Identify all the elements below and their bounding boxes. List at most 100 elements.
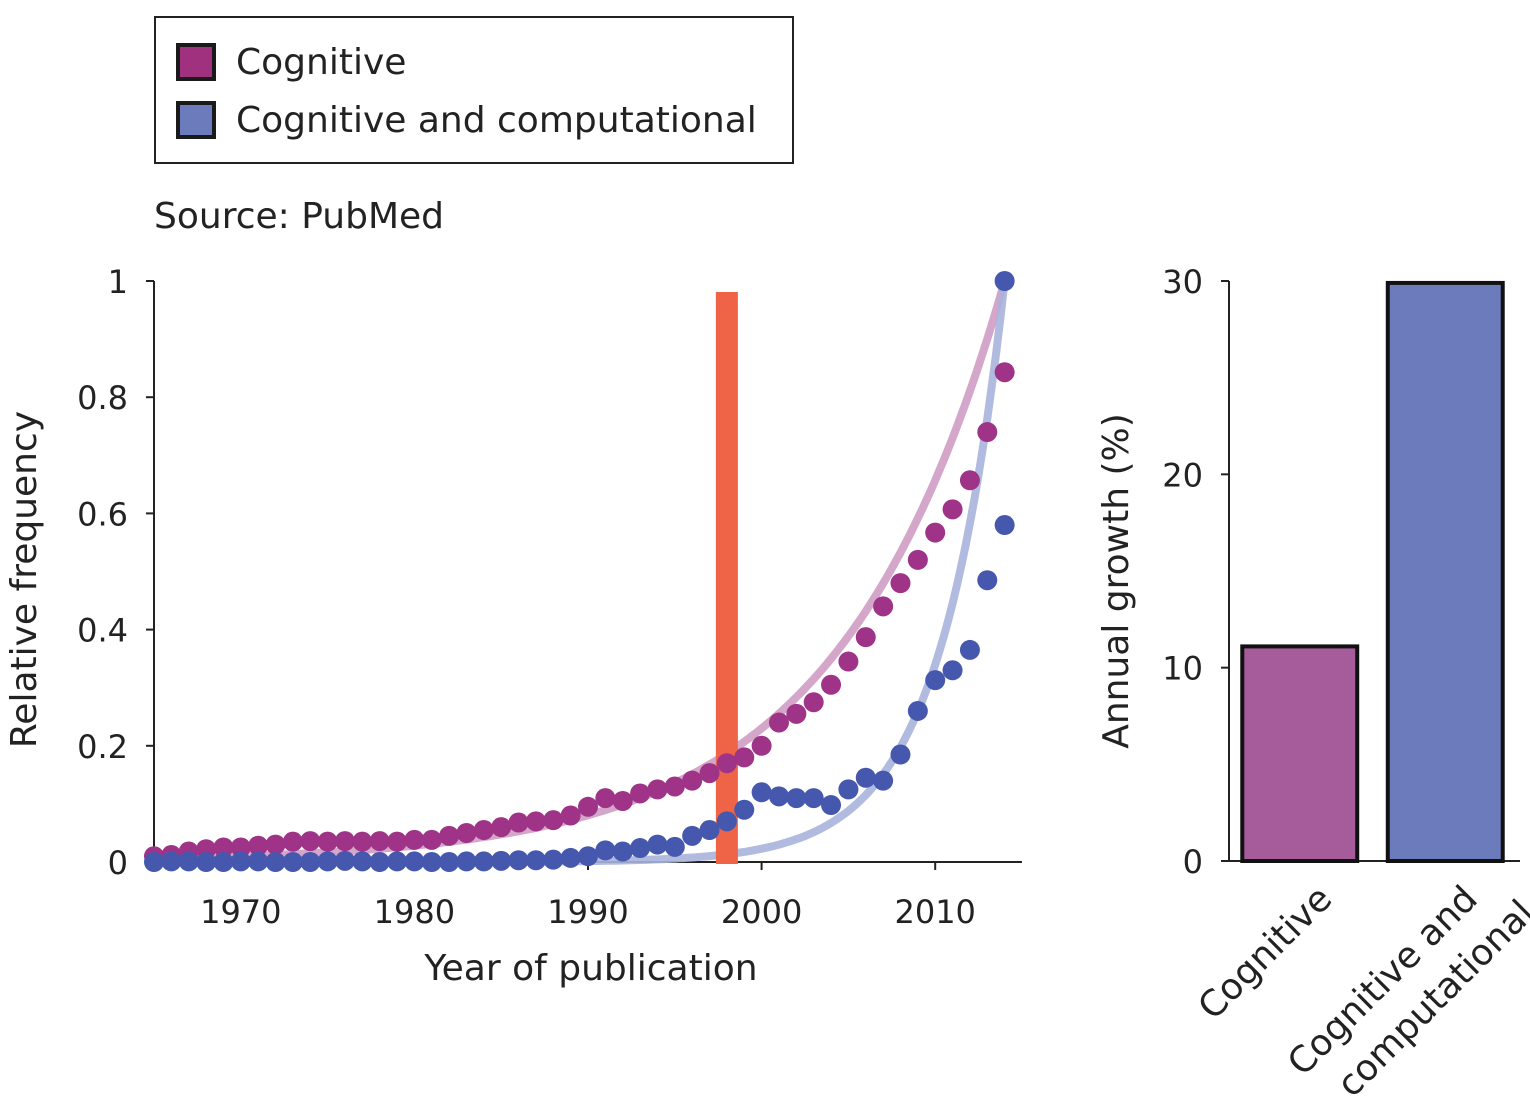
data-point-cognitive bbox=[786, 703, 807, 724]
data-point-cognitive-computational bbox=[473, 851, 494, 872]
data-point-cognitive bbox=[213, 837, 234, 858]
data-point-cognitive-computational bbox=[317, 851, 338, 872]
fit-curve-cognitive bbox=[150, 277, 1009, 863]
data-point-cognitive-computational bbox=[543, 849, 564, 870]
data-point-cognitive bbox=[716, 753, 737, 774]
y-tick-label: 0.8 bbox=[77, 379, 128, 417]
data-point-cognitive bbox=[456, 822, 477, 843]
data-point-cognitive bbox=[994, 362, 1015, 383]
legend-item-cognitive: Cognitive bbox=[176, 40, 406, 84]
data-point-cognitive bbox=[768, 712, 789, 733]
y-tick-label: 1 bbox=[108, 263, 128, 301]
data-point-cognitive-computational bbox=[977, 570, 998, 591]
data-point-cognitive bbox=[491, 817, 512, 838]
bar-y-tick-label: 30 bbox=[1162, 263, 1203, 301]
data-point-cognitive bbox=[873, 596, 894, 617]
data-point-cognitive-computational bbox=[873, 770, 894, 791]
data-point-cognitive-computational bbox=[508, 850, 529, 871]
y-tick-label: 0 bbox=[108, 844, 128, 882]
data-point-cognitive bbox=[838, 651, 859, 672]
data-point-cognitive bbox=[682, 770, 703, 791]
data-point-cognitive bbox=[630, 783, 651, 804]
data-point-cognitive-computational bbox=[248, 851, 269, 872]
bar-y-tick-label: 0 bbox=[1183, 843, 1203, 881]
data-point-cognitive-computational bbox=[525, 850, 546, 871]
bar-category-label-cognitive: Cognitive bbox=[1191, 878, 1340, 1027]
data-point-cognitive bbox=[803, 692, 824, 713]
x-axis-label: Year of publication bbox=[423, 948, 757, 989]
data-point-cognitive-computational bbox=[716, 811, 737, 832]
data-point-cognitive bbox=[352, 831, 373, 852]
data-point-cognitive-computational bbox=[942, 660, 963, 681]
data-point-cognitive-computational bbox=[560, 847, 581, 868]
data-point-cognitive-computational bbox=[925, 670, 946, 691]
data-point-cognitive bbox=[300, 831, 321, 852]
data-point-cognitive-computational bbox=[491, 850, 512, 871]
data-point-cognitive bbox=[248, 835, 269, 856]
data-point-cognitive-computational bbox=[612, 841, 633, 862]
data-point-cognitive-computational bbox=[144, 852, 164, 872]
data-point-cognitive-computational bbox=[230, 851, 251, 872]
data-point-cognitive bbox=[439, 825, 460, 846]
data-point-cognitive-computational bbox=[178, 851, 199, 872]
data-point-cognitive-computational bbox=[439, 852, 460, 872]
data-point-cognitive-computational bbox=[768, 786, 789, 807]
bar-category-label-line: Cognitive bbox=[1191, 878, 1340, 1027]
data-point-cognitive bbox=[578, 796, 598, 817]
data-point-cognitive bbox=[387, 831, 408, 852]
legend: Cognitive Cognitive and computational bbox=[154, 16, 794, 164]
data-point-cognitive-computational bbox=[404, 851, 425, 872]
data-point-cognitive-computational bbox=[595, 840, 616, 861]
data-point-cognitive bbox=[508, 812, 529, 833]
data-point-cognitive-computational bbox=[369, 852, 390, 872]
data-point-cognitive bbox=[890, 573, 911, 594]
data-point-cognitive-computational bbox=[456, 851, 477, 872]
data-point-cognitive bbox=[855, 627, 876, 648]
data-point-cognitive bbox=[942, 499, 963, 520]
data-point-cognitive-computational bbox=[803, 788, 824, 809]
data-point-cognitive bbox=[317, 831, 338, 852]
data-point-cognitive bbox=[595, 788, 616, 809]
data-point-cognitive-computational bbox=[300, 852, 321, 872]
source-note: Source: PubMed bbox=[154, 196, 445, 237]
data-point-cognitive bbox=[664, 776, 685, 797]
data-point-cognitive bbox=[751, 735, 772, 756]
data-point-cognitive-computational bbox=[421, 852, 442, 872]
data-point-cognitive-computational bbox=[334, 850, 355, 871]
legend-label-cognitive-computational: Cognitive and computational bbox=[236, 99, 757, 141]
data-point-cognitive bbox=[334, 831, 355, 852]
bar-cognitive-computational bbox=[1385, 280, 1505, 863]
data-point-cognitive bbox=[230, 837, 251, 858]
data-point-cognitive-computational bbox=[387, 851, 408, 872]
x-tick-label: 2010 bbox=[894, 893, 975, 931]
data-point-cognitive-computational bbox=[647, 834, 668, 855]
data-point-cognitive-computational bbox=[265, 852, 286, 872]
data-point-cognitive bbox=[977, 422, 998, 443]
data-point-cognitive bbox=[925, 522, 946, 543]
data-point-cognitive-computational bbox=[664, 836, 685, 857]
data-point-cognitive-computational bbox=[751, 782, 772, 803]
data-point-cognitive bbox=[821, 674, 842, 695]
data-point-cognitive-computational bbox=[282, 852, 303, 872]
data-point-cognitive-computational bbox=[352, 851, 373, 872]
data-point-final bbox=[994, 271, 1015, 291]
data-point-cognitive bbox=[699, 763, 720, 784]
data-point-cognitive-computational bbox=[786, 788, 807, 809]
data-point-cognitive-computational bbox=[838, 779, 859, 800]
data-point-cognitive-computational bbox=[959, 639, 980, 660]
data-point-cognitive bbox=[421, 829, 442, 850]
data-point-cognitive bbox=[543, 810, 564, 831]
data-point-cognitive-computational bbox=[821, 795, 842, 816]
data-point-cognitive-computational bbox=[196, 852, 217, 872]
legend-swatch-cognitive-computational bbox=[176, 101, 216, 139]
data-point-cognitive bbox=[265, 834, 286, 855]
y-tick-label: 0.4 bbox=[77, 612, 128, 650]
data-point-cognitive bbox=[612, 790, 633, 811]
data-point-cognitive-computational bbox=[994, 515, 1015, 536]
y-tick-label: 0.2 bbox=[77, 728, 128, 766]
data-point-cognitive-computational bbox=[855, 767, 876, 788]
bar-y-tick-label: 20 bbox=[1162, 456, 1203, 494]
data-point-cognitive bbox=[734, 747, 755, 768]
